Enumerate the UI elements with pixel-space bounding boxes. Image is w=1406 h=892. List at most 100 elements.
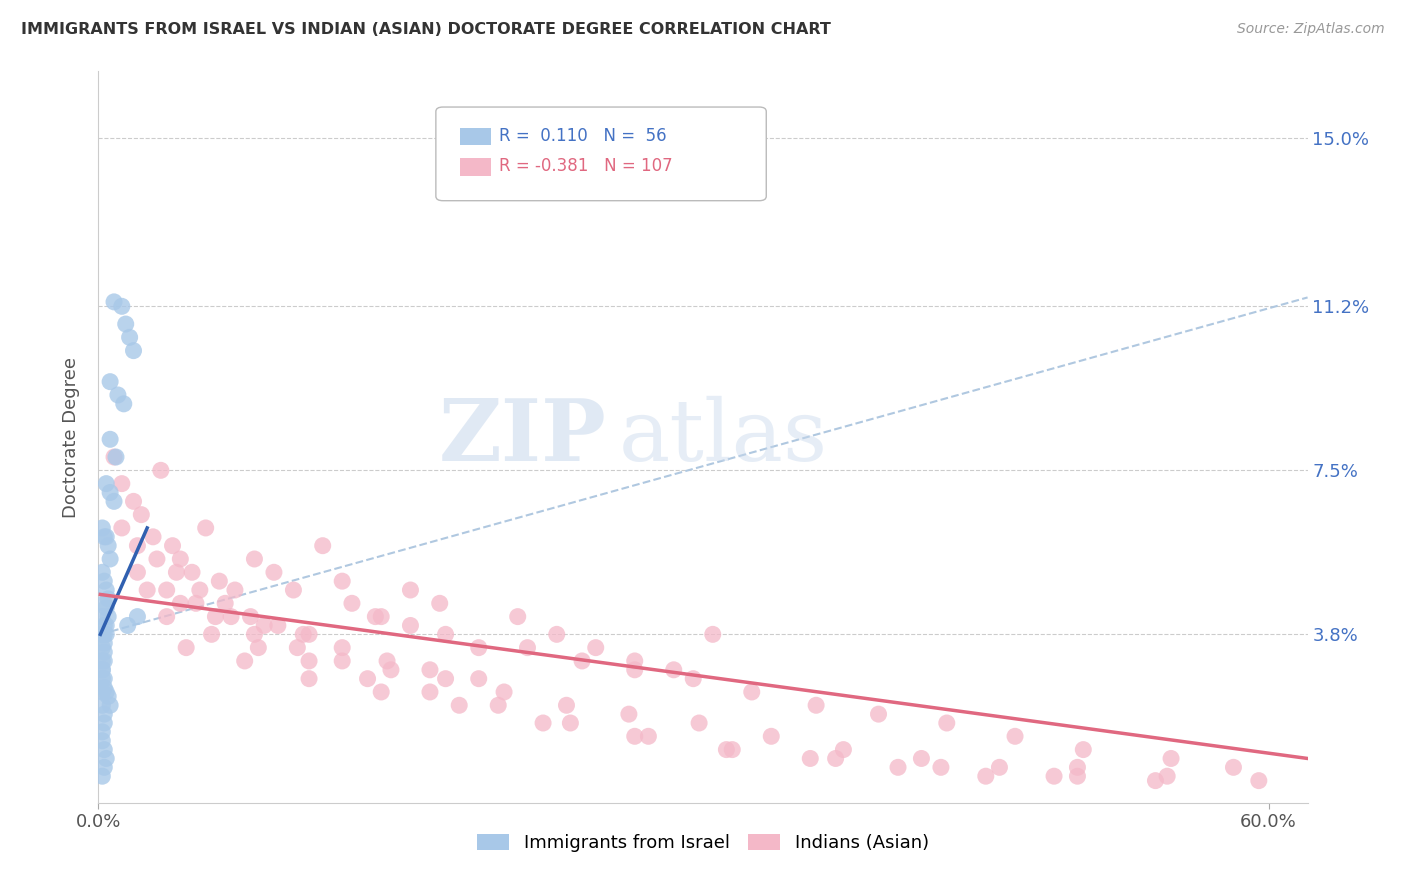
Point bbox=[96, 476, 118, 491]
Point bbox=[122, 494, 145, 508]
Point bbox=[91, 609, 114, 624]
Point bbox=[370, 685, 392, 699]
Point bbox=[127, 539, 149, 553]
Text: R = -0.381   N = 107: R = -0.381 N = 107 bbox=[499, 157, 672, 175]
Point bbox=[375, 654, 398, 668]
Y-axis label: Doctorate Degree: Doctorate Degree bbox=[62, 357, 80, 517]
Point bbox=[93, 618, 115, 632]
Point bbox=[1156, 769, 1178, 783]
Point bbox=[91, 663, 114, 677]
Point bbox=[312, 539, 335, 553]
Point bbox=[98, 375, 121, 389]
Point bbox=[91, 733, 114, 747]
Point bbox=[804, 698, 827, 713]
Point bbox=[93, 672, 115, 686]
Point bbox=[142, 530, 165, 544]
Point bbox=[637, 729, 659, 743]
Point bbox=[91, 724, 114, 739]
Point bbox=[263, 566, 285, 580]
Point bbox=[93, 742, 115, 756]
Point bbox=[156, 609, 179, 624]
Point bbox=[370, 609, 392, 624]
Point bbox=[929, 760, 952, 774]
Point bbox=[974, 769, 997, 783]
Point bbox=[194, 521, 217, 535]
Point bbox=[741, 685, 763, 699]
Point bbox=[233, 654, 256, 668]
Point bbox=[910, 751, 932, 765]
Point bbox=[162, 539, 184, 553]
Point bbox=[93, 760, 115, 774]
Point bbox=[429, 596, 451, 610]
Point bbox=[181, 566, 204, 580]
Point bbox=[868, 707, 890, 722]
Point bbox=[91, 663, 114, 677]
Point bbox=[623, 729, 645, 743]
Point bbox=[419, 685, 441, 699]
Point bbox=[555, 698, 578, 713]
Point bbox=[434, 672, 457, 686]
Point bbox=[283, 582, 305, 597]
Point bbox=[239, 609, 262, 624]
Point bbox=[1071, 742, 1094, 756]
Point bbox=[131, 508, 153, 522]
Point bbox=[617, 707, 640, 722]
Point bbox=[96, 685, 118, 699]
Point bbox=[97, 690, 120, 704]
Point bbox=[688, 716, 710, 731]
Point bbox=[824, 751, 846, 765]
Point bbox=[149, 463, 172, 477]
Point bbox=[1066, 760, 1088, 774]
Point bbox=[114, 317, 136, 331]
Point bbox=[267, 618, 290, 632]
Point bbox=[204, 609, 226, 624]
Point bbox=[298, 672, 321, 686]
Point bbox=[188, 582, 211, 597]
Point bbox=[98, 432, 121, 446]
Point bbox=[127, 566, 149, 580]
Point bbox=[97, 539, 120, 553]
Point bbox=[380, 663, 402, 677]
Point bbox=[93, 636, 115, 650]
Point bbox=[96, 627, 118, 641]
Point bbox=[93, 681, 115, 695]
Point bbox=[1066, 769, 1088, 783]
Point bbox=[107, 388, 129, 402]
Point bbox=[330, 640, 353, 655]
Point bbox=[91, 769, 114, 783]
Point bbox=[330, 574, 353, 589]
Point bbox=[169, 596, 191, 610]
Point bbox=[103, 294, 125, 309]
Point bbox=[91, 566, 114, 580]
Point bbox=[292, 627, 315, 641]
Point bbox=[98, 698, 121, 713]
Point bbox=[298, 627, 321, 641]
Point bbox=[169, 552, 191, 566]
Point bbox=[467, 672, 489, 686]
Point bbox=[531, 716, 554, 731]
Point bbox=[243, 627, 266, 641]
Text: ZIP: ZIP bbox=[439, 395, 606, 479]
Point bbox=[91, 654, 114, 668]
Point bbox=[1043, 769, 1066, 783]
Point bbox=[506, 609, 529, 624]
Point bbox=[1160, 751, 1182, 765]
Point bbox=[93, 530, 115, 544]
Point bbox=[93, 707, 115, 722]
Point bbox=[1222, 760, 1244, 774]
Point bbox=[93, 645, 115, 659]
Point bbox=[399, 582, 422, 597]
Point bbox=[96, 582, 118, 597]
Point bbox=[224, 582, 246, 597]
Point bbox=[399, 618, 422, 632]
Point bbox=[761, 729, 783, 743]
Point bbox=[96, 600, 118, 615]
Point bbox=[136, 582, 159, 597]
Point bbox=[1247, 773, 1270, 788]
Point bbox=[111, 299, 134, 313]
Point bbox=[298, 654, 321, 668]
Point bbox=[103, 494, 125, 508]
Point bbox=[935, 716, 957, 731]
Point bbox=[467, 640, 489, 655]
Point bbox=[356, 672, 378, 686]
